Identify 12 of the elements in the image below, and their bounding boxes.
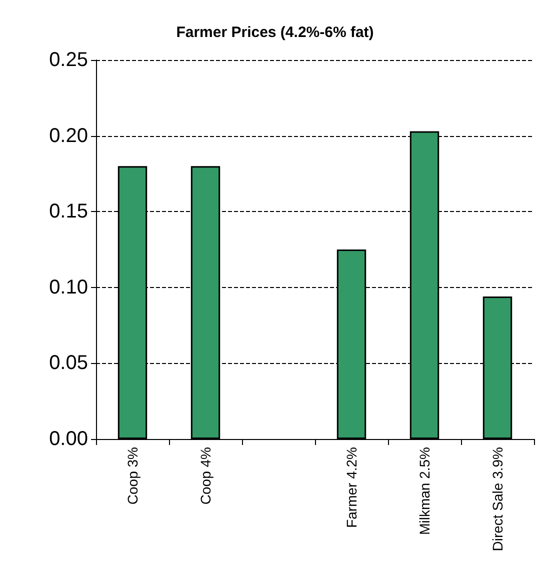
x-tick-label: Coop 4%	[198, 447, 214, 505]
y-tick-label: 0.10	[49, 276, 88, 298]
y-tick-label: 0.00	[49, 428, 88, 450]
y-tick-label: 0.25	[49, 49, 88, 71]
x-tick-label: Coop 3%	[124, 447, 140, 505]
y-tick-label: 0.20	[49, 124, 88, 147]
chart-title: Farmer Prices (4.2%-6% fat)	[176, 24, 374, 41]
x-tick-label: Farmer 4.2%	[344, 447, 360, 528]
x-tick-label: Milkman 2.5%	[416, 447, 432, 535]
y-tick-label: 0.05	[49, 352, 88, 374]
y-tick-label: 0.15	[49, 200, 88, 223]
x-tick-label: Direct Sale 3.9%	[490, 447, 506, 552]
